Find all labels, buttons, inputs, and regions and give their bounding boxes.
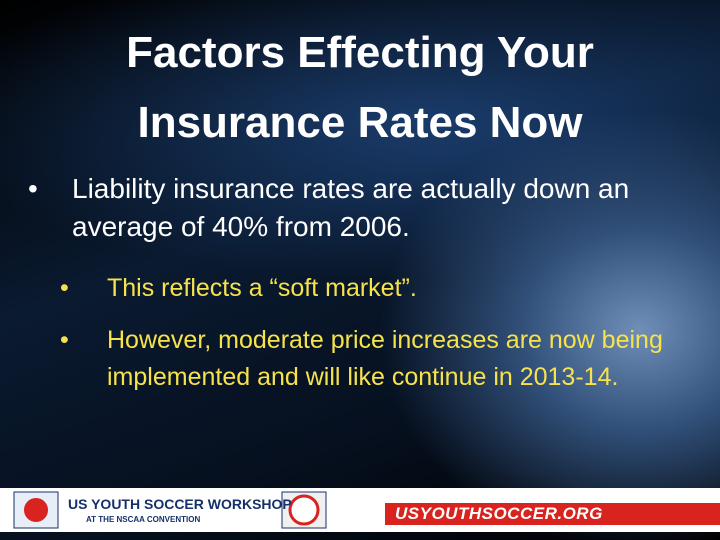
- workshop-name: US YOUTH SOCCER WORKSHOP: [68, 496, 292, 512]
- logo-badge: [288, 494, 320, 526]
- bullet-text: Liability insurance rates are actually d…: [72, 173, 630, 242]
- sub-bullet: • However, moderate price increases are n…: [60, 322, 680, 396]
- website: USYOUTHSOCCER.ORG: [395, 504, 603, 523]
- title-line: Insurance Rates Now: [137, 98, 583, 147]
- logos: [13, 491, 327, 529]
- sub-bullet-text: However, moderate price increases are no…: [107, 326, 663, 391]
- logo-ball: [24, 498, 48, 522]
- title-line: Factors Effecting Your: [126, 28, 594, 77]
- sub-bullet-text: This reflects a “soft market”.: [107, 274, 417, 302]
- bullet: • Liability insurance rates are actually …: [28, 170, 668, 246]
- sub-bullet: • This reflects a “soft market”.: [60, 270, 680, 307]
- red-bar: [385, 503, 720, 525]
- convention: AT THE NSCAA CONVENTION: [86, 515, 201, 524]
